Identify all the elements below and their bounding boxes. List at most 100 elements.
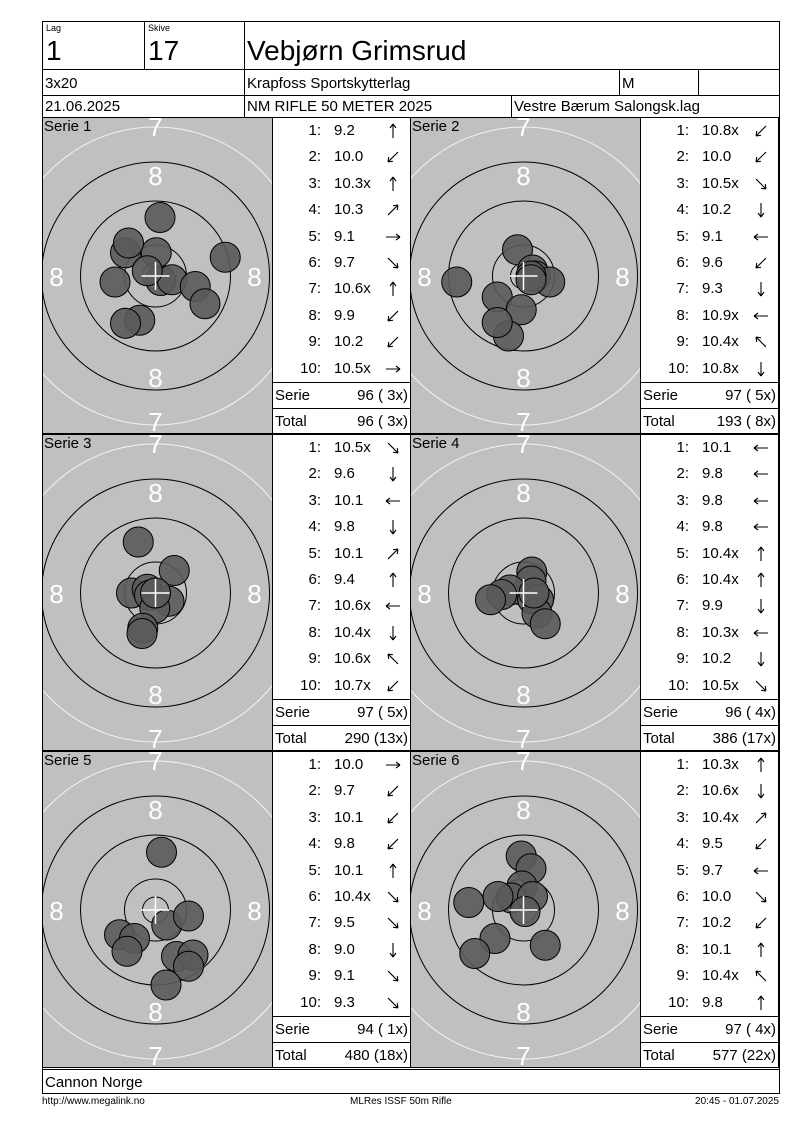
shot-value: 10.5x bbox=[702, 676, 739, 694]
total-sum-row-value: 577 (22x) bbox=[712, 1047, 776, 1064]
ring-number: 7 bbox=[148, 1041, 162, 1068]
serie-sum-row-label: Serie bbox=[275, 1021, 311, 1038]
shot-hole bbox=[99, 266, 131, 298]
total-sum-row-value: 96 ( 3x) bbox=[357, 413, 408, 430]
direction-arrow-icon bbox=[387, 310, 399, 322]
club: Krapfoss Sportskytterlag bbox=[247, 75, 411, 92]
shot-number: 7: bbox=[676, 597, 689, 615]
direction-arrow-icon bbox=[757, 784, 765, 799]
shot-value: 10.0 bbox=[702, 888, 732, 905]
ring-number: 8 bbox=[516, 680, 530, 710]
target-face: 7 7 8 8 8 8 bbox=[411, 118, 640, 433]
serie-sum-row-value: 96 ( 4x) bbox=[725, 704, 776, 721]
shot-value: 10.4x bbox=[702, 544, 739, 562]
direction-arrow-icon bbox=[387, 336, 399, 348]
shot-number: 4: bbox=[676, 835, 689, 853]
shot-value: 9.3 bbox=[702, 280, 723, 298]
ring-number: 8 bbox=[148, 997, 162, 1027]
ring-number: 8 bbox=[247, 896, 261, 926]
shot-value: 10.1 bbox=[334, 544, 364, 562]
shot-row: 4: 10.2 bbox=[641, 197, 778, 223]
shot-hole bbox=[144, 202, 176, 233]
serie-sum-row: Serie 97 ( 5x) bbox=[273, 699, 410, 725]
total-sum-row-label: Total bbox=[275, 1047, 307, 1064]
total-sum-row-label: Total bbox=[643, 1047, 675, 1064]
shot-row: 4: 9.8 bbox=[273, 514, 410, 540]
footer-printed: 20:45 - 01.07.2025 bbox=[695, 1096, 779, 1107]
shot-number: 2: bbox=[676, 465, 689, 483]
lag-cell: Lag 1 bbox=[42, 21, 145, 70]
shot-value: 10.4x bbox=[702, 571, 739, 588]
shot-number: 4: bbox=[308, 201, 321, 219]
shot-number: 10: bbox=[300, 359, 321, 377]
shot-row: 8: 9.0 bbox=[273, 937, 410, 963]
serie-sum-row-label: Serie bbox=[275, 387, 311, 404]
shot-number: 4: bbox=[308, 518, 321, 536]
shot-hole bbox=[529, 929, 561, 961]
direction-arrow-icon bbox=[755, 680, 767, 692]
shot-row: 10: 10.8x bbox=[641, 356, 778, 382]
direction-arrow-icon bbox=[387, 653, 399, 665]
shot-value: 10.2 bbox=[334, 333, 364, 351]
program-cell: 3x20 bbox=[42, 69, 245, 96]
shot-row: 4: 10.3 bbox=[273, 197, 410, 223]
shot-row: 10: 10.5x bbox=[641, 673, 778, 699]
shot-number: 9: bbox=[308, 333, 321, 351]
ring-number: 8 bbox=[516, 363, 530, 393]
shot-value: 10.7x bbox=[334, 676, 371, 694]
direction-arrow-icon bbox=[389, 863, 397, 878]
shot-row: 3: 10.5x bbox=[641, 171, 778, 197]
direction-arrow-icon bbox=[386, 761, 401, 769]
shots-panel-serie-5: 1: 10.0 2: 9.7 3: 10.1 4: 9.8 5: 10.1 6: 10.4x 7: 9.5… bbox=[272, 751, 411, 1068]
direction-arrow-icon bbox=[389, 123, 397, 138]
shot-number: 5: bbox=[308, 544, 321, 562]
shot-row: 7: 10.2 bbox=[641, 910, 778, 936]
ring-number: 8 bbox=[615, 896, 629, 926]
total-sum-row-value: 480 (18x) bbox=[344, 1047, 408, 1064]
ring-2 bbox=[43, 478, 270, 708]
shot-row: 1: 10.0 bbox=[273, 752, 410, 778]
shot-number: 8: bbox=[308, 940, 321, 958]
shot-row: 5: 10.1 bbox=[273, 541, 410, 567]
direction-arrow-icon bbox=[389, 942, 397, 958]
direction-arrow-icon bbox=[755, 125, 767, 137]
serie-title: Serie 5 bbox=[44, 752, 92, 769]
total-sum-row: Total 480 (18x) bbox=[273, 1042, 410, 1068]
ring-number: 8 bbox=[516, 795, 530, 825]
direction-arrow-icon bbox=[753, 497, 768, 505]
shot-number: 3: bbox=[308, 808, 321, 826]
shot-value: 9.6 bbox=[702, 254, 723, 271]
serie-sum-row-label: Serie bbox=[643, 1021, 679, 1038]
shot-row: 8: 10.4x bbox=[273, 620, 410, 646]
shot-row: 1: 10.3x bbox=[641, 752, 778, 778]
direction-arrow-icon bbox=[387, 680, 399, 692]
shot-number: 8: bbox=[676, 940, 689, 958]
shot-value: 9.7 bbox=[702, 861, 723, 879]
shot-number: 6: bbox=[308, 888, 321, 905]
shot-hole bbox=[475, 584, 506, 616]
direction-arrow-icon bbox=[389, 572, 397, 587]
serie-sum-row-value: 97 ( 5x) bbox=[357, 704, 408, 721]
shot-row: 7: 10.6x bbox=[273, 276, 410, 302]
direction-arrow-icon bbox=[757, 203, 765, 218]
direction-arrow-icon bbox=[757, 361, 765, 376]
shot-hole bbox=[509, 896, 541, 927]
shot-number: 6: bbox=[308, 254, 321, 271]
shot-row: 9: 9.1 bbox=[273, 963, 410, 989]
shot-hole bbox=[209, 241, 241, 273]
total-sum-row-value: 386 (17x) bbox=[712, 730, 776, 747]
shot-hole bbox=[131, 255, 163, 287]
shot-value: 10.0 bbox=[702, 148, 732, 166]
shot-hole bbox=[146, 836, 177, 868]
shot-number: 3: bbox=[676, 808, 689, 826]
shot-value: 10.5x bbox=[702, 174, 739, 192]
skive-label: Skive bbox=[148, 23, 171, 33]
shot-number: 10: bbox=[668, 676, 689, 694]
class-extra-cell bbox=[698, 69, 780, 96]
shot-number: 10: bbox=[668, 993, 689, 1011]
ring-number: 8 bbox=[49, 262, 63, 292]
shot-number: 4: bbox=[676, 201, 689, 219]
footer-url[interactable]: http://www.megalink.no bbox=[42, 1096, 145, 1107]
shot-value: 9.8 bbox=[702, 491, 723, 509]
shot-number: 3: bbox=[308, 174, 321, 192]
